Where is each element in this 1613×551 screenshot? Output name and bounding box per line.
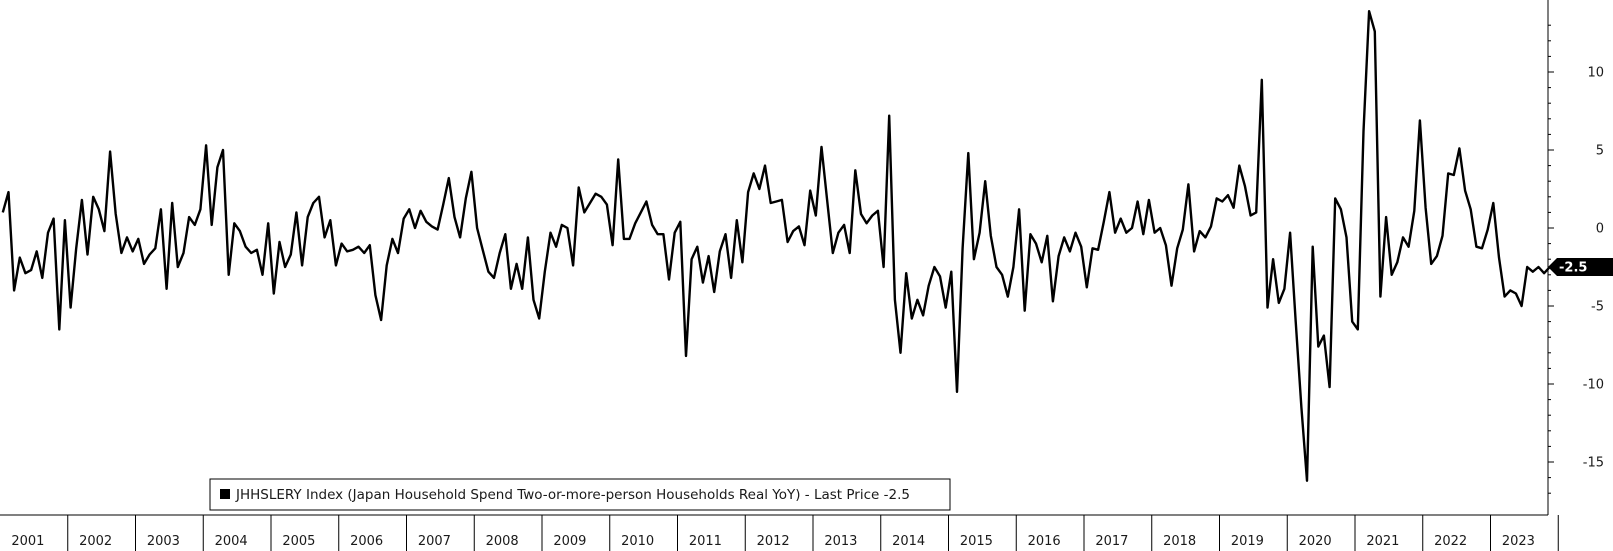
x-tick-label: 2022 — [1434, 534, 1467, 549]
x-tick-label: 2017 — [1095, 534, 1128, 549]
y-axis: 10 5 0 -5 -10 -15 — [1547, 0, 1604, 515]
x-axis: 2001 2002 2003 2004 2005 2006 2007 2008 2009 2010… — [0, 514, 1559, 551]
x-tick-label: 2016 — [1028, 534, 1061, 549]
chart-legend: JHHSLERY Index (Japan Household Spend Tw… — [209, 478, 951, 511]
y-tick-label: 5 — [1596, 144, 1604, 159]
series-line — [1, 9, 1551, 482]
x-tick-label: 2009 — [553, 534, 586, 549]
y-tick-label: 0 — [1596, 222, 1604, 237]
x-tick-label: 2003 — [147, 534, 180, 549]
last-price-marker: -2.5 — [1548, 258, 1613, 276]
x-tick-label: 2001 — [11, 534, 44, 549]
last-price-tag — [1548, 258, 1613, 276]
x-tick-label: 2021 — [1366, 534, 1399, 549]
x-tick-label: 2008 — [486, 534, 519, 549]
x-tick-label: 2010 — [621, 534, 654, 549]
legend-text: JHHSLERY Index (Japan Household Spend Tw… — [235, 487, 910, 503]
legend-box — [209, 478, 951, 511]
y-tick-label: -15 — [1583, 456, 1604, 471]
last-price-label: -2.5 — [1559, 261, 1587, 276]
x-tick-label: 2007 — [418, 534, 451, 549]
x-tick-label: 2018 — [1163, 534, 1196, 549]
y-tick-label: 10 — [1587, 66, 1604, 81]
x-tick-label: 2005 — [282, 534, 315, 549]
x-tick-label: 2014 — [892, 534, 925, 549]
x-tick-label: 2004 — [215, 534, 248, 549]
x-tick-label: 2013 — [824, 534, 857, 549]
x-tick-label: 2019 — [1231, 534, 1264, 549]
x-tick-label: 2002 — [79, 534, 112, 549]
x-tick-label: 2023 — [1502, 534, 1535, 549]
series-line-group — [1, 9, 1551, 482]
y-tick-label: -5 — [1591, 300, 1604, 315]
legend-swatch — [220, 489, 230, 499]
x-tick-label: 2006 — [350, 534, 383, 549]
x-tick-label: 2020 — [1299, 534, 1332, 549]
y-tick-label: -10 — [1583, 378, 1604, 393]
x-tick-label: 2011 — [689, 534, 722, 549]
x-tick-label: 2012 — [757, 534, 790, 549]
x-tick-label: 2015 — [960, 534, 993, 549]
